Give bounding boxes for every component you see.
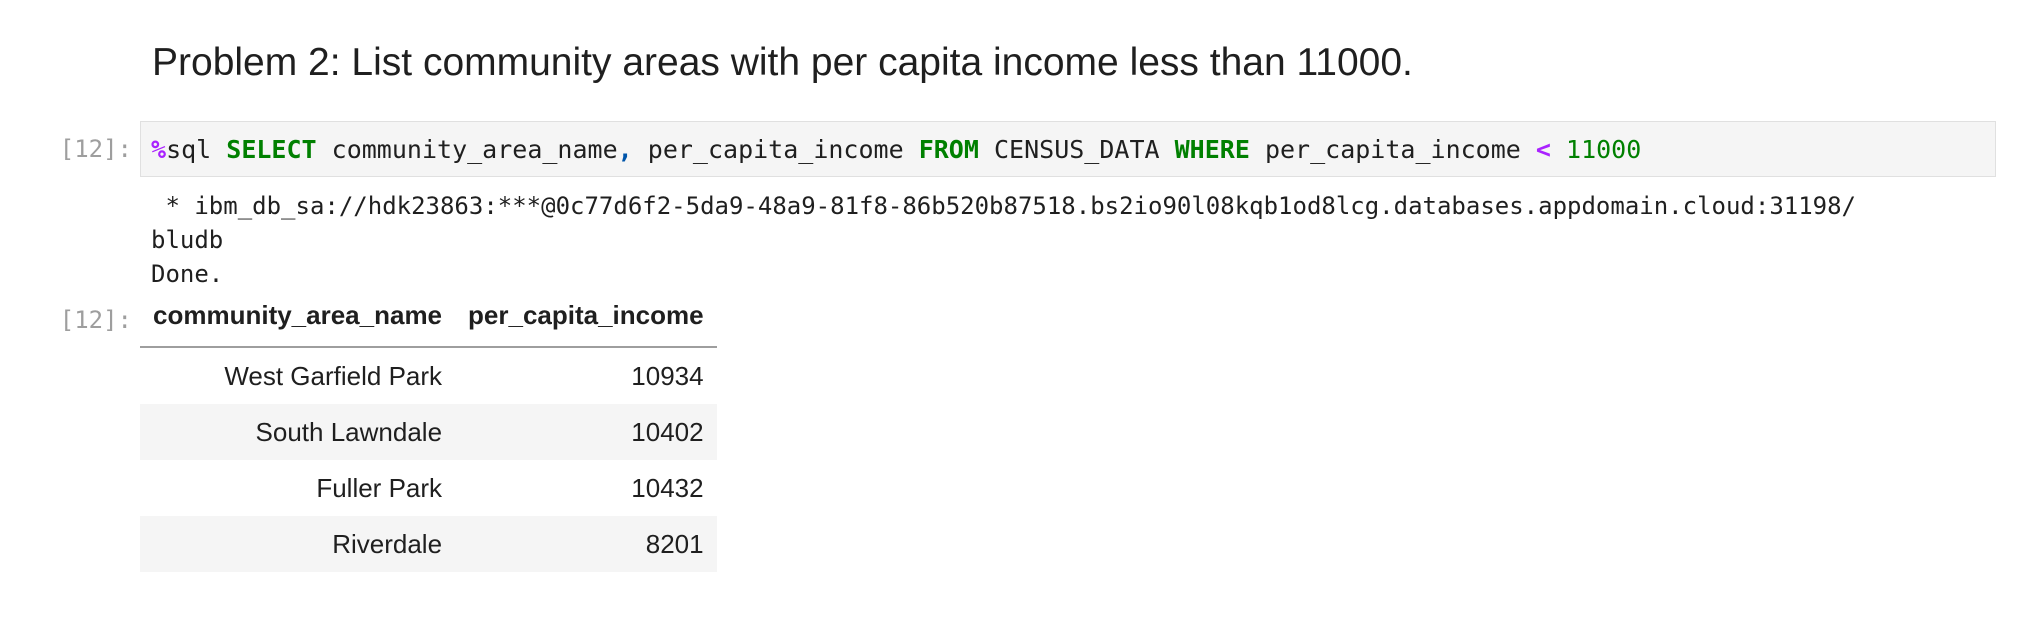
comma-token: , <box>617 135 633 164</box>
table-row: Fuller Park 10432 <box>140 460 717 516</box>
input-prompt: [12]: <box>59 135 132 163</box>
table-cell-income: 10934 <box>631 360 704 391</box>
column-header-per-capita-income: per_capita_income <box>455 300 717 348</box>
column-name-1: community_area_name <box>331 135 618 164</box>
column-name-2: per_capita_income <box>647 135 904 164</box>
sql-query-line[interactable]: %sql SELECT community_area_name, per_cap… <box>151 135 1641 165</box>
table-header-row: community_area_name per_capita_income <box>140 300 717 348</box>
connection-string-line: * ibm_db_sa://hdk23863:***@0c77d6f2-5da9… <box>151 192 1857 220</box>
connection-string-continuation: bludb <box>151 226 224 254</box>
keyword-from: FROM <box>918 135 979 164</box>
stdout-output: * ibm_db_sa://hdk23863:***@0c77d6f2-5da9… <box>151 189 1856 291</box>
table-row: South Lawndale 10402 <box>140 404 717 460</box>
table-row: Riverdale 8201 <box>140 516 717 572</box>
column-header-community-area-name: community_area_name <box>140 300 456 348</box>
table-cell-income: 10432 <box>631 472 704 503</box>
problem-heading: Problem 2: List community areas with per… <box>152 41 1413 84</box>
keyword-where: WHERE <box>1174 135 1250 164</box>
magic-name: sql <box>166 135 212 164</box>
table-cell-name: Riverdale <box>140 516 456 572</box>
table-cell-name: West Garfield Park <box>224 360 443 391</box>
table-row: West Garfield Park 10934 <box>140 347 717 404</box>
done-message: Done. <box>151 260 224 288</box>
condition-column: per_capita_income <box>1264 135 1521 164</box>
result-table: community_area_name per_capita_income We… <box>140 300 717 572</box>
operator-token: < <box>1535 135 1551 164</box>
keyword-select: SELECT <box>226 135 317 164</box>
table-cell-name: South Lawndale <box>140 404 456 460</box>
table-name: CENSUS_DATA <box>993 135 1160 164</box>
magic-symbol: % <box>151 135 167 164</box>
code-cell-editor[interactable]: %sql SELECT community_area_name, per_cap… <box>140 121 1996 177</box>
number-literal: 11000 <box>1566 135 1642 164</box>
table-cell-income: 10402 <box>455 404 717 460</box>
output-prompt: [12]: <box>59 306 132 334</box>
table-cell-name: Fuller Park <box>316 472 443 503</box>
table-cell-income: 8201 <box>455 516 717 572</box>
markdown-cell: Problem 2: List community areas with per… <box>152 38 1952 88</box>
